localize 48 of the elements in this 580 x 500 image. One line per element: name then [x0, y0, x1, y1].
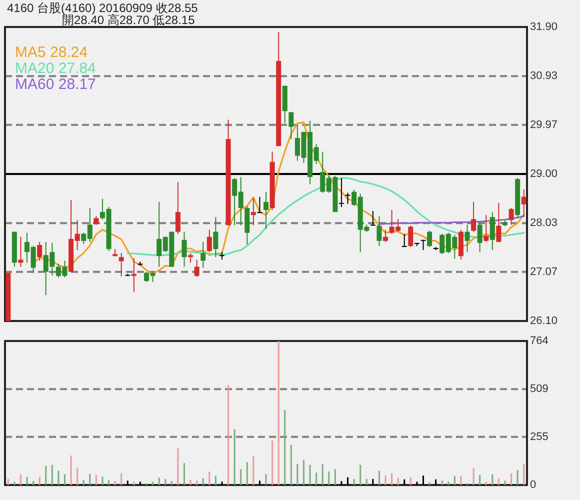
candlestick	[200, 241, 206, 268]
candlestick	[376, 216, 382, 246]
candlestick	[257, 196, 262, 214]
candlestick	[370, 210, 376, 226]
candlestick	[188, 252, 194, 264]
candlestick	[382, 229, 388, 242]
candlestick	[206, 229, 212, 253]
y-tick-label: 255	[530, 430, 548, 443]
candlestick	[345, 192, 350, 204]
candlestick	[490, 212, 495, 251]
text: MA20 27.84	[15, 60, 96, 77]
candlestick	[131, 258, 136, 293]
candlestick	[250, 197, 256, 226]
y-tick-label: 27.07	[530, 266, 558, 278]
candlestick	[338, 178, 344, 208]
candlestick	[484, 214, 489, 242]
candlestick	[496, 202, 502, 242]
y-tick-label: 31.90	[530, 21, 558, 33]
candlestick	[118, 252, 124, 277]
candlestick	[521, 188, 526, 218]
candlestick	[402, 233, 407, 248]
candlestick	[427, 230, 432, 248]
y-tick-label: 0	[530, 479, 536, 491]
y-tick-label: 26.10	[530, 315, 558, 327]
candlestick	[288, 112, 294, 140]
candlestick	[18, 236, 24, 268]
candlestick	[408, 225, 414, 248]
candlestick	[264, 191, 268, 230]
y-tick-label: 29.00	[530, 168, 558, 180]
candlestick	[37, 241, 42, 262]
y-tick-label: 509	[530, 383, 548, 396]
text: MA60 28.17	[15, 76, 96, 93]
candlestick	[508, 207, 514, 226]
chart-title: 4160 台股(4160) 20160909 收28.55	[7, 1, 198, 15]
y-tick-label: 28.03	[530, 217, 558, 230]
candlestick	[464, 224, 470, 253]
candlestick	[182, 231, 187, 268]
y-tick-label: 30.93	[530, 70, 558, 82]
candlestick	[477, 222, 482, 253]
candlestick	[194, 259, 200, 278]
text: MA5 28.24	[15, 44, 88, 61]
candlestick	[213, 216, 218, 258]
candlestick	[420, 239, 426, 251]
chart-subtitle: 開28.40 高28.70 低28.15	[62, 13, 196, 27]
y-tick-label: 764	[530, 335, 548, 347]
candlestick	[175, 182, 180, 234]
candlestick	[471, 201, 476, 232]
y-tick-label: 29.97	[530, 118, 558, 131]
